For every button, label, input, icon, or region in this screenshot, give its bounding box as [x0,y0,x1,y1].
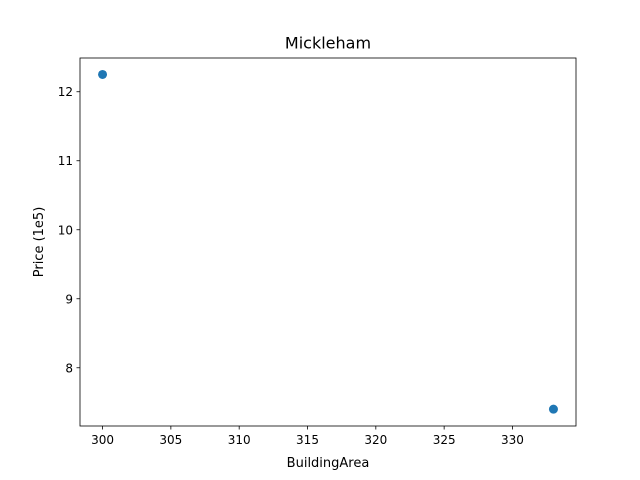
y-tick-label: 8 [65,361,73,375]
y-tick-label: 12 [58,85,73,99]
y-tick-label: 9 [65,292,73,306]
data-point [98,69,108,79]
x-tick-label: 320 [364,433,387,447]
data-point [548,404,558,414]
x-tick-label: 315 [296,433,319,447]
y-tick-label: 10 [58,223,73,237]
x-tick-label: 305 [159,433,182,447]
x-tick-label: 300 [91,433,114,447]
x-tick-label: 330 [501,433,524,447]
axes-frame [79,57,577,427]
x-tick-label: 310 [228,433,251,447]
plot-area: 300 305 310 315 320 325 330 8 9 10 11 12 [58,57,577,447]
y-axis-label: Price (1e5) [32,207,47,278]
x-tick-label: 325 [433,433,456,447]
chart-title: Mickleham [285,34,371,53]
x-axis-label: BuildingArea [287,456,370,471]
y-tick-label: 11 [58,154,73,168]
